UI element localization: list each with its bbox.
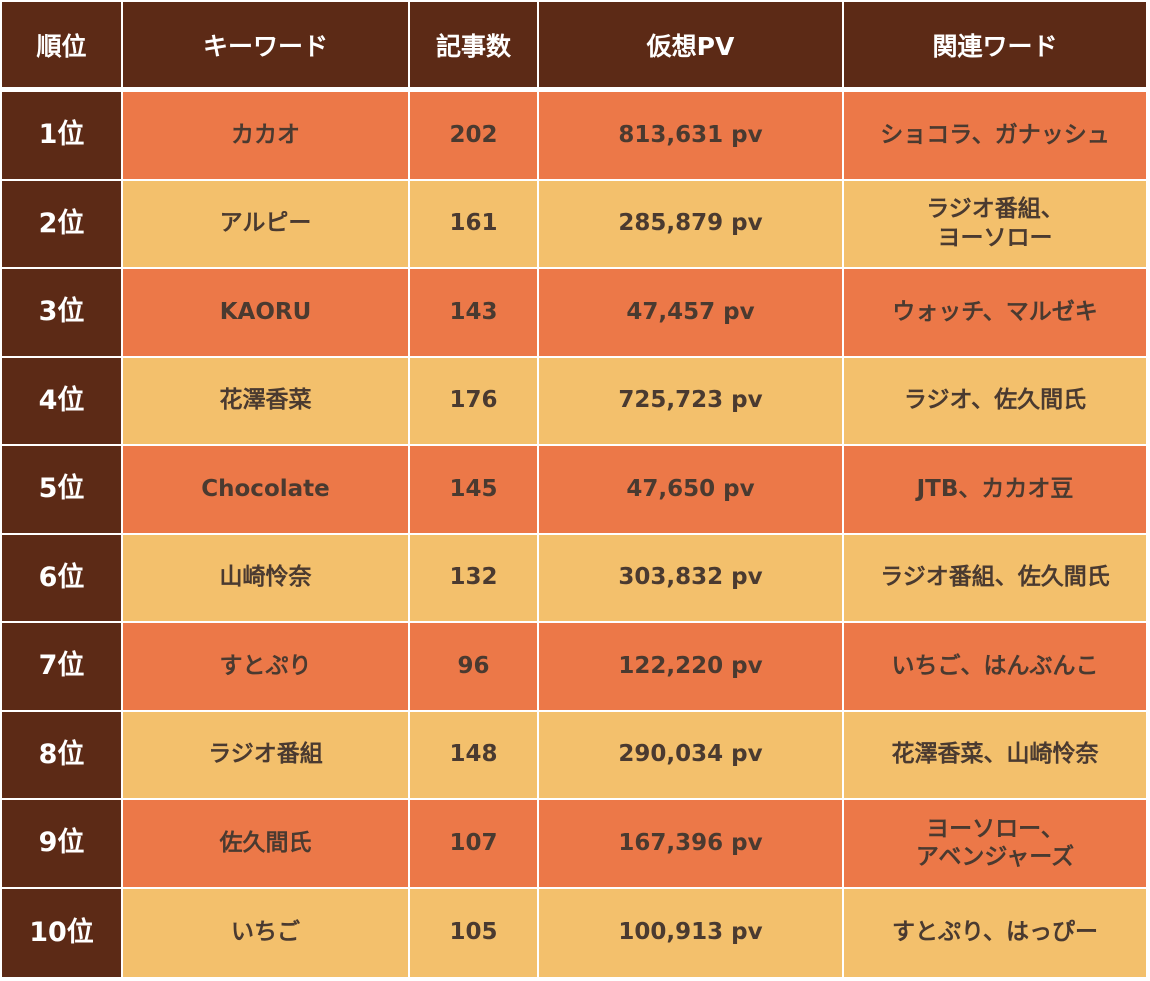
keyword-cell: 佐久間氏 [123,800,410,889]
related-line: ショコラ、ガナッシュ [880,121,1110,148]
table-row: 6位 山崎怜奈 132 303,832 pv ラジオ番組、佐久間氏 [2,534,1146,623]
keyword-cell: KAORU [123,269,410,358]
related-cell: ショコラ、ガナッシュ [844,92,1146,181]
keyword-cell: 花澤香菜 [123,357,410,446]
related-cell: ラジオ番組、佐久間氏 [844,534,1146,623]
table-row: 10位 いちご 105 100,913 pv すとぷり、はっぴー [2,888,1146,977]
related-cell: いちご、はんぶんこ [844,623,1146,712]
rank-cell: 10位 [2,888,123,977]
related-line: ラジオ、佐久間氏 [903,387,1087,414]
articles-cell: 96 [410,623,539,712]
table-row: 5位 Chocolate 145 47,650 pv JTB、カカオ豆 [2,446,1146,535]
keyword-cell: Chocolate [123,446,410,535]
rank-cell: 3位 [2,269,123,358]
related-line: ラジオ番組、佐久間氏 [880,564,1110,591]
table-row: 8位 ラジオ番組 148 290,034 pv 花澤香菜、山崎怜奈 [2,711,1146,800]
related-line: いちご、はんぶんこ [891,652,1099,679]
related-cell: ウォッチ、マルゼキ [844,269,1146,358]
related-line: ヨーソロー [937,224,1053,251]
table-row: 9位 佐久間氏 107 167,396 pv ヨーソロー、 アベンジャーズ [2,800,1146,889]
keyword-cell: ラジオ番組 [123,711,410,800]
pv-cell: 47,650 pv [539,446,844,535]
related-cell: JTB、カカオ豆 [844,446,1146,535]
related-cell: ラジオ、佐久間氏 [844,357,1146,446]
articles-cell: 132 [410,534,539,623]
articles-cell: 107 [410,800,539,889]
pv-cell: 167,396 pv [539,800,844,889]
table-body: 1位 カカオ 202 813,631 pv ショコラ、ガナッシュ 2位 アルピー 161 285… [2,92,1146,977]
pv-cell: 285,879 pv [539,180,844,269]
related-line: アベンジャーズ [915,844,1075,871]
pv-cell: 813,631 pv [539,92,844,181]
table-row: 2位 アルピー 161 285,879 pv ラジオ番組、 ヨーソロー [2,180,1146,269]
keyword-cell: すとぷり [123,623,410,712]
related-line: ウォッチ、マルゼキ [892,298,1098,325]
related-line: JTB、カカオ豆 [916,475,1074,502]
rank-cell: 4位 [2,357,123,446]
rank-cell: 9位 [2,800,123,889]
table-row: 7位 すとぷり 96 122,220 pv いちご、はんぶんこ [2,623,1146,712]
table-row: 3位 KAORU 143 47,457 pv ウォッチ、マルゼキ [2,269,1146,358]
keyword-cell: アルピー [123,180,410,269]
rank-cell: 8位 [2,711,123,800]
related-line: すとぷり、はっぴー [891,919,1099,946]
articles-cell: 145 [410,446,539,535]
keyword-cell: カカオ [123,92,410,181]
table-header: 順位 キーワード 記事数 仮想PV 関連ワード [2,2,1146,92]
header-related: 関連ワード [844,2,1146,92]
related-cell: すとぷり、はっぴー [844,888,1146,977]
related-cell: ラジオ番組、 ヨーソロー [844,180,1146,269]
pv-cell: 725,723 pv [539,357,844,446]
related-cell: 花澤香菜、山崎怜奈 [844,711,1146,800]
keyword-cell: 山崎怜奈 [123,534,410,623]
related-cell: ヨーソロー、 アベンジャーズ [844,800,1146,889]
pv-cell: 303,832 pv [539,534,844,623]
header-keyword: キーワード [123,2,410,92]
rank-cell: 6位 [2,534,123,623]
rank-cell: 5位 [2,446,123,535]
keyword-cell: いちご [123,888,410,977]
rank-cell: 1位 [2,92,123,181]
rank-cell: 2位 [2,180,123,269]
related-line: 花澤香菜、山崎怜奈 [891,741,1099,768]
header-rank: 順位 [2,2,123,92]
pv-cell: 100,913 pv [539,888,844,977]
articles-cell: 202 [410,92,539,181]
articles-cell: 161 [410,180,539,269]
articles-cell: 143 [410,269,539,358]
header-row: 順位 キーワード 記事数 仮想PV 関連ワード [2,2,1146,92]
related-line: ラジオ番組、 [926,196,1064,222]
table-row: 1位 カカオ 202 813,631 pv ショコラ、ガナッシュ [2,92,1146,181]
pv-cell: 290,034 pv [539,711,844,800]
related-line: ヨーソロー、 [926,815,1064,842]
rank-cell: 7位 [2,623,123,712]
header-pv: 仮想PV [539,2,844,92]
articles-cell: 176 [410,357,539,446]
articles-cell: 105 [410,888,539,977]
header-articles: 記事数 [410,2,539,92]
pv-cell: 47,457 pv [539,269,844,358]
pv-cell: 122,220 pv [539,623,844,712]
table-row: 4位 花澤香菜 176 725,723 pv ラジオ、佐久間氏 [2,357,1146,446]
articles-cell: 148 [410,711,539,800]
